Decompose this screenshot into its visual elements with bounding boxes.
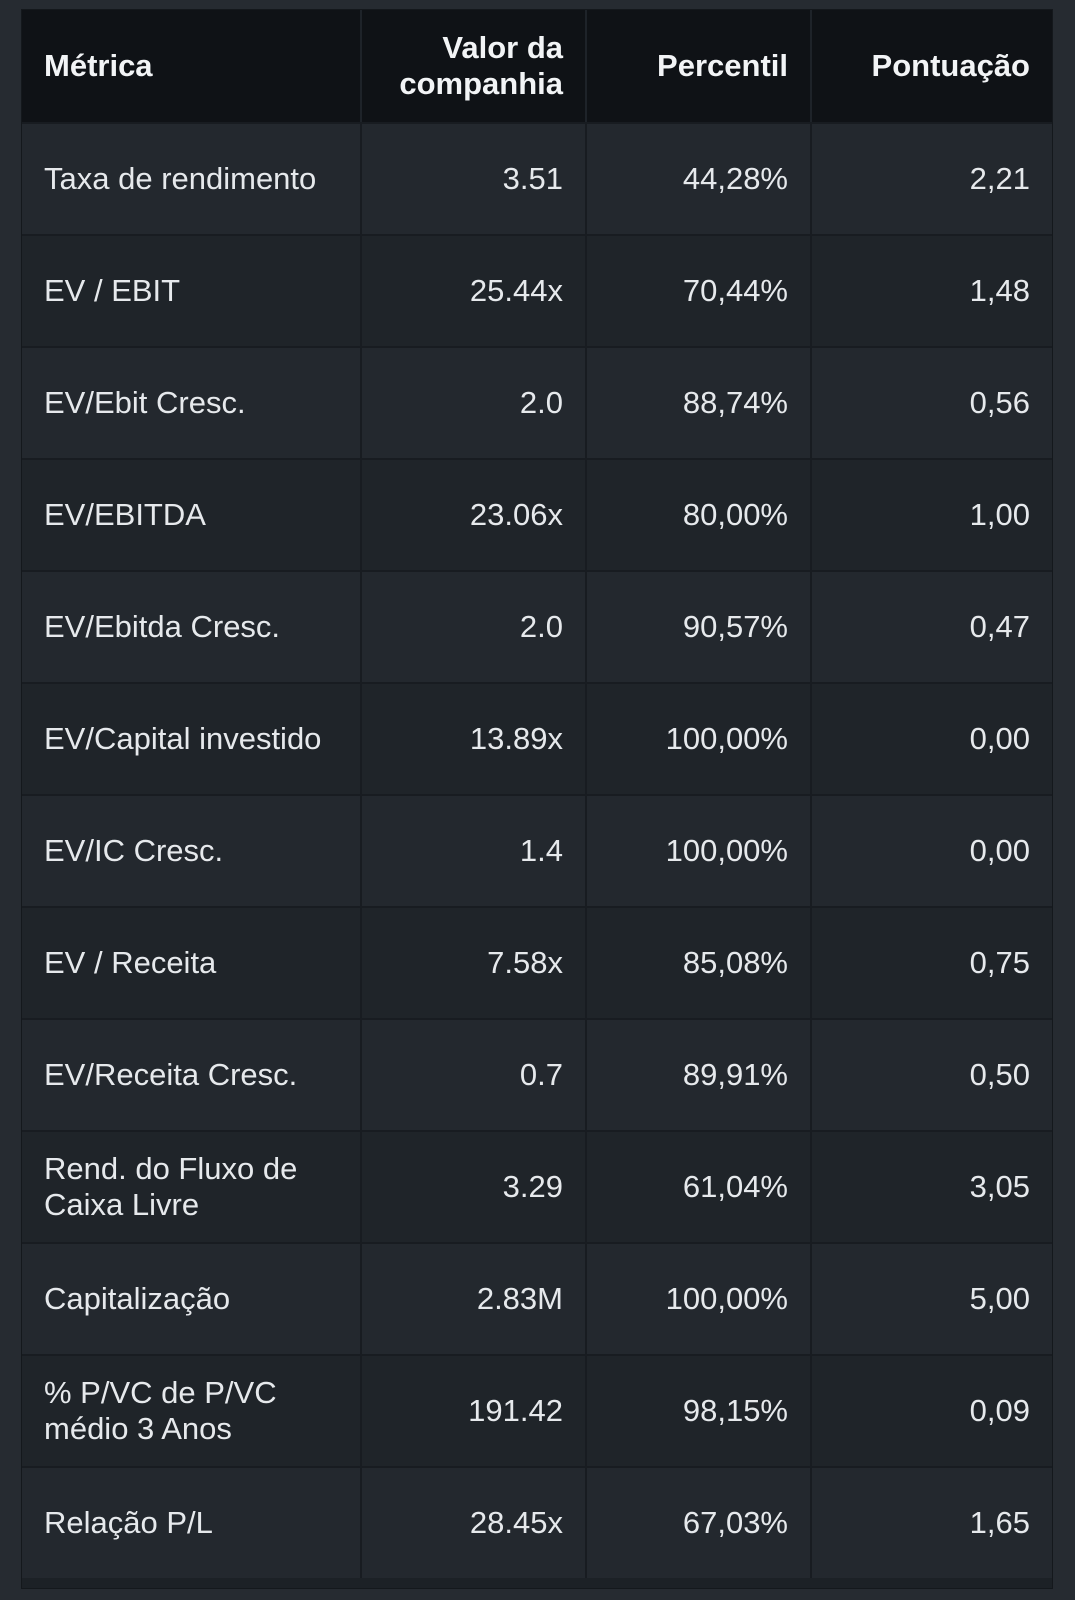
score-cell: 0,50	[812, 1018, 1052, 1130]
table-row: EV/EBITDA 23.06x 80,00% 1,00	[22, 458, 1052, 570]
percentile-cell: 70,44%	[587, 234, 812, 346]
company-value-cell: 191.42	[362, 1354, 587, 1466]
table-row: EV/IC Cresc. 1.4 100,00% 0,00	[22, 794, 1052, 906]
percentile-cell: 98,15%	[587, 1354, 812, 1466]
percentile-cell: 88,74%	[587, 346, 812, 458]
percentile-cell: 85,08%	[587, 906, 812, 1018]
metrics-table-container: Métrica Valor da companhia Percentil Pon…	[22, 10, 1052, 1588]
company-value-cell: 28.45x	[362, 1466, 587, 1578]
metric-cell: EV/Ebit Cresc.	[22, 346, 362, 458]
score-cell: 0,75	[812, 906, 1052, 1018]
header-row: Métrica Valor da companhia Percentil Pon…	[22, 10, 1052, 122]
metric-cell: Relação P/L	[22, 1466, 362, 1578]
score-cell: 0,47	[812, 570, 1052, 682]
column-header-metric[interactable]: Métrica	[22, 10, 362, 122]
score-cell: 1,48	[812, 234, 1052, 346]
score-cell: 2,21	[812, 122, 1052, 234]
score-cell: 3,05	[812, 1130, 1052, 1242]
company-value-cell: 25.44x	[362, 234, 587, 346]
percentile-cell: 90,57%	[587, 570, 812, 682]
score-cell: 0,09	[812, 1354, 1052, 1466]
company-value-cell: 2.83M	[362, 1242, 587, 1354]
table-row: Relação P/L 28.45x 67,03% 1,65	[22, 1466, 1052, 1578]
company-value-cell: 3.51	[362, 122, 587, 234]
score-cell: 1,00	[812, 458, 1052, 570]
table-row: EV / Receita 7.58x 85,08% 0,75	[22, 906, 1052, 1018]
percentile-cell: 89,91%	[587, 1018, 812, 1130]
metric-cell: EV/EBITDA	[22, 458, 362, 570]
company-value-cell: 0.7	[362, 1018, 587, 1130]
metric-cell: EV/Ebitda Cresc.	[22, 570, 362, 682]
table-body: Taxa de rendimento 3.51 44,28% 2,21 EV /…	[22, 122, 1052, 1578]
company-value-cell: 13.89x	[362, 682, 587, 794]
percentile-cell: 100,00%	[587, 794, 812, 906]
company-value-cell: 7.58x	[362, 906, 587, 1018]
metric-cell: EV/IC Cresc.	[22, 794, 362, 906]
column-header-score[interactable]: Pontuação	[812, 10, 1052, 122]
metric-cell: EV / EBIT	[22, 234, 362, 346]
table-header: Métrica Valor da companhia Percentil Pon…	[22, 10, 1052, 122]
table-row: EV/Receita Cresc. 0.7 89,91% 0,50	[22, 1018, 1052, 1130]
percentile-cell: 61,04%	[587, 1130, 812, 1242]
company-value-cell: 2.0	[362, 570, 587, 682]
company-value-cell: 3.29	[362, 1130, 587, 1242]
score-cell: 5,00	[812, 1242, 1052, 1354]
score-cell: 0,56	[812, 346, 1052, 458]
table-row: EV/Ebitda Cresc. 2.0 90,57% 0,47	[22, 570, 1052, 682]
percentile-cell: 67,03%	[587, 1466, 812, 1578]
score-cell: 1,65	[812, 1466, 1052, 1578]
table-row: Capitalização 2.83M 100,00% 5,00	[22, 1242, 1052, 1354]
score-cell: 0,00	[812, 682, 1052, 794]
table-row: EV/Capital investido 13.89x 100,00% 0,00	[22, 682, 1052, 794]
score-cell: 0,00	[812, 794, 1052, 906]
table-row: EV/Ebit Cresc. 2.0 88,74% 0,56	[22, 346, 1052, 458]
table-row: Rend. do Fluxo de Caixa Livre 3.29 61,04…	[22, 1130, 1052, 1242]
metric-cell: EV/Receita Cresc.	[22, 1018, 362, 1130]
column-header-company-value[interactable]: Valor da companhia	[362, 10, 587, 122]
metric-cell: % P/VC de P/VC médio 3 Anos	[22, 1354, 362, 1466]
metrics-table: Métrica Valor da companhia Percentil Pon…	[22, 10, 1052, 1578]
table-row: % P/VC de P/VC médio 3 Anos 191.42 98,15…	[22, 1354, 1052, 1466]
percentile-cell: 80,00%	[587, 458, 812, 570]
metric-cell: Taxa de rendimento	[22, 122, 362, 234]
company-value-cell: 2.0	[362, 346, 587, 458]
column-header-percentile[interactable]: Percentil	[587, 10, 812, 122]
company-value-cell: 23.06x	[362, 458, 587, 570]
metric-cell: Rend. do Fluxo de Caixa Livre	[22, 1130, 362, 1242]
percentile-cell: 100,00%	[587, 682, 812, 794]
table-row: EV / EBIT 25.44x 70,44% 1,48	[22, 234, 1052, 346]
metric-cell: EV / Receita	[22, 906, 362, 1018]
percentile-cell: 100,00%	[587, 1242, 812, 1354]
table-row: Taxa de rendimento 3.51 44,28% 2,21	[22, 122, 1052, 234]
metric-cell: EV/Capital investido	[22, 682, 362, 794]
percentile-cell: 44,28%	[587, 122, 812, 234]
company-value-cell: 1.4	[362, 794, 587, 906]
metric-cell: Capitalização	[22, 1242, 362, 1354]
